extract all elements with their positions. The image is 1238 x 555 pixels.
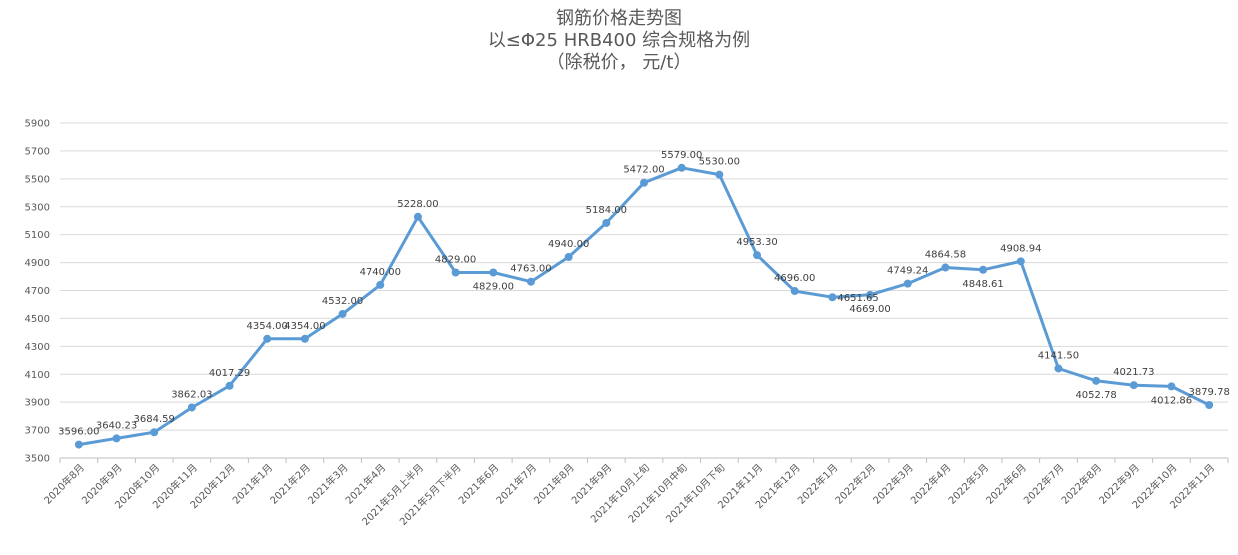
data-label: 4749.24 <box>887 266 928 277</box>
data-label: 4829.00 <box>435 254 476 265</box>
data-point <box>413 212 422 221</box>
data-point <box>715 170 724 179</box>
data-point <box>1167 382 1176 391</box>
data-point <box>941 263 950 272</box>
data-label: 4908.94 <box>1000 243 1041 254</box>
data-point <box>903 279 912 288</box>
data-point <box>866 290 875 299</box>
data-point <box>828 293 837 302</box>
data-label: 4696.00 <box>774 273 815 284</box>
series-line-path <box>77 166 1211 447</box>
data-label: 4848.61 <box>962 279 1003 290</box>
y-tick-label: 4900 <box>25 258 50 269</box>
x-axis: 2020年8月2020年9月2020年10月2020年11月2020年12月20… <box>41 457 1229 528</box>
data-point <box>74 440 83 449</box>
y-tick-label: 5900 <box>25 119 50 130</box>
data-point <box>1092 376 1101 385</box>
data-point <box>187 403 196 412</box>
data-label: 4017.29 <box>209 368 250 379</box>
data-label: 4763.00 <box>510 264 551 275</box>
data-label: 5579.00 <box>661 150 702 161</box>
data-label: 3684.59 <box>134 414 175 425</box>
y-tick-label: 5500 <box>25 174 50 185</box>
data-point <box>753 251 762 260</box>
data-point <box>602 218 611 227</box>
data-label: 5228.00 <box>397 199 438 210</box>
data-point <box>263 334 272 343</box>
data-label: 4052.78 <box>1075 390 1116 401</box>
data-label: 4532.00 <box>322 296 363 307</box>
data-label: 4021.73 <box>1113 367 1154 378</box>
data-label: 3596.00 <box>58 427 99 438</box>
x-tick-label: 2021年5月上半月 <box>359 461 426 528</box>
data-label: 4669.00 <box>849 304 890 315</box>
data-point <box>489 268 498 277</box>
chart-unit-note: （除税价， 元/t） <box>546 52 692 73</box>
data-point <box>979 265 988 274</box>
data-label: 3640.23 <box>96 420 137 431</box>
data-point <box>1205 400 1214 409</box>
data-point <box>451 268 460 277</box>
data-point <box>640 178 648 187</box>
data-point <box>150 428 159 437</box>
y-tick-label: 4300 <box>25 342 50 353</box>
data-point <box>1054 364 1063 373</box>
data-label: 4651.65 <box>837 293 878 304</box>
data-point <box>790 287 799 296</box>
y-tick-label: 3700 <box>25 426 50 437</box>
y-tick-label: 4500 <box>25 314 50 325</box>
data-point <box>1016 257 1025 266</box>
y-tick-label: 5300 <box>25 202 50 213</box>
y-axis: 3500 3700 3900 4100 4300 4500 4700 4900 5100 5300… <box>25 119 50 465</box>
data-point <box>300 334 309 343</box>
y-tick-label: 4700 <box>25 286 50 297</box>
data-label: 4864.58 <box>925 250 966 261</box>
data-label: 4940.00 <box>548 239 589 250</box>
data-label: 4012.86 <box>1151 395 1192 406</box>
x-tick-label: 2021年5月下半月 <box>397 461 464 528</box>
data-label: 3862.03 <box>171 389 212 400</box>
y-tick-label: 5700 <box>25 146 50 157</box>
data-label: 5184.00 <box>586 205 627 216</box>
y-tick-label: 3900 <box>25 398 50 409</box>
chart-title: 钢筋价格走势图 <box>556 8 682 29</box>
data-label: 5530.00 <box>699 157 740 168</box>
y-tick-label: 5100 <box>25 230 50 241</box>
data-label: 4354.00 <box>247 321 288 332</box>
chart-subtitle: 以≤Φ25 HRB400 综合规格为例 <box>487 30 751 51</box>
y-tick-label: 4100 <box>25 370 50 381</box>
data-point <box>376 280 385 289</box>
data-point <box>225 381 234 390</box>
data-point <box>564 253 573 261</box>
data-label: 5472.00 <box>623 165 664 176</box>
data-point <box>677 163 686 172</box>
data-point <box>526 277 535 286</box>
data-label: 4740.00 <box>360 267 401 278</box>
y-tick-label: 3500 <box>25 454 50 465</box>
data-label: 4141.50 <box>1038 350 1079 361</box>
data-label: 4354.00 <box>284 321 325 332</box>
data-label: 4953.30 <box>736 237 777 248</box>
data-point <box>338 309 347 318</box>
data-label: 4829.00 <box>473 281 514 292</box>
data-point <box>1129 381 1138 390</box>
data-point <box>112 434 121 443</box>
chart-titles: 钢筋价格走势图 以≤Φ25 HRB400 综合规格为例 （除税价， 元/t） <box>0 8 1238 74</box>
series-line <box>74 163 1214 449</box>
data-label: 3879.78 <box>1188 387 1229 398</box>
